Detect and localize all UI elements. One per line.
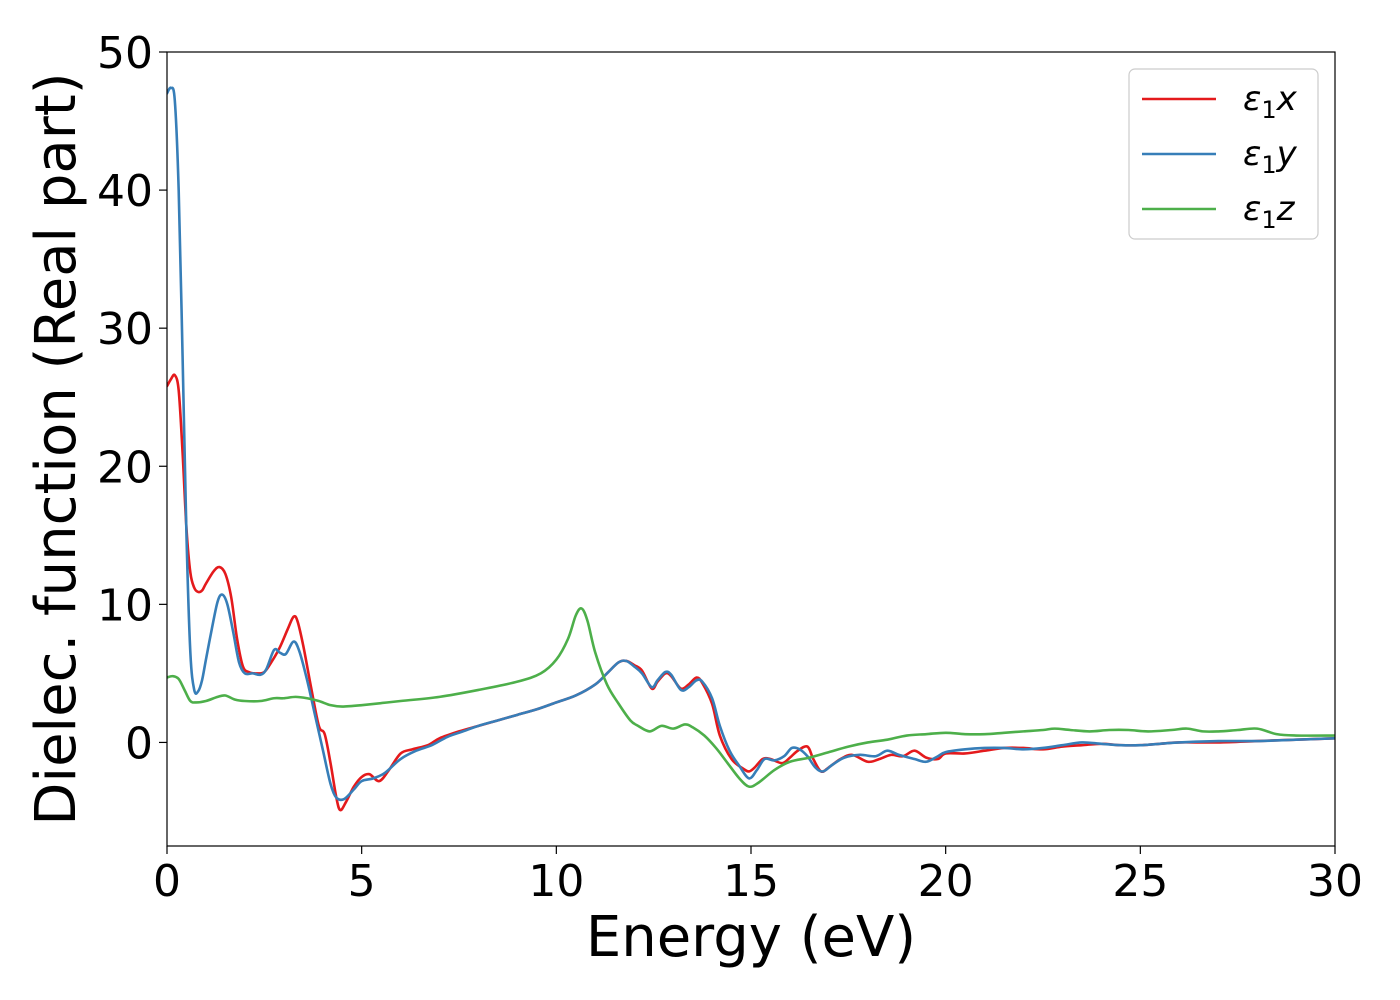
y-tick-label: 40 <box>97 166 153 217</box>
legend-label-3: ε1z <box>1243 189 1296 234</box>
series-line-2 <box>167 86 1335 802</box>
x-tick-label: 10 <box>528 856 584 907</box>
y-axis: 0 10 20 30 40 50 <box>97 28 167 769</box>
legend-label-1: ε1x <box>1243 79 1298 124</box>
legend: ε1x ε1y ε1z <box>1128 68 1319 240</box>
y-tick-label: 10 <box>97 580 153 631</box>
y-axis-label: Dielec. function (Real part) <box>24 72 89 825</box>
x-tick-label: 5 <box>348 856 376 907</box>
series-layer <box>167 86 1335 812</box>
series-line-3 <box>167 607 1335 789</box>
y-tick-label: 30 <box>97 304 153 355</box>
x-axis-label: Energy (eV) <box>586 905 916 970</box>
legend-label-2: ε1y <box>1243 134 1298 179</box>
y-tick-label: 20 <box>97 442 153 493</box>
legend-box <box>1128 68 1319 240</box>
y-tick-label: 50 <box>97 28 153 79</box>
x-tick-label: 25 <box>1112 856 1168 907</box>
y-tick-label: 0 <box>125 718 153 769</box>
x-tick-label: 0 <box>153 856 181 907</box>
x-tick-label: 20 <box>918 856 974 907</box>
x-tick-label: 15 <box>723 856 779 907</box>
x-tick-label: 30 <box>1307 856 1363 907</box>
x-axis: 0 5 10 15 20 25 30 <box>153 846 1363 907</box>
